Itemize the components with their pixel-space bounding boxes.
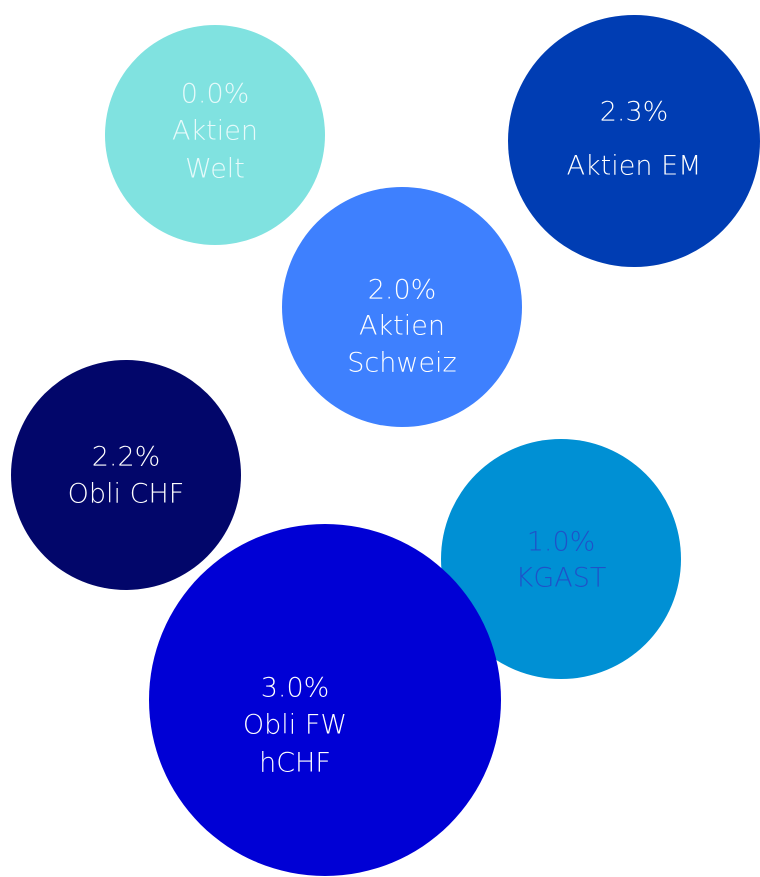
bubble-label: Aktien EM [567,151,702,182]
bubble-value: 2.3% [600,97,669,128]
bubble-label: Aktien [172,116,258,147]
bubble-text: 0.0% Aktien Welt [172,79,258,185]
bubble [105,25,325,245]
bubble-label: Obli FW [243,710,347,741]
bubble-value: 0.0% [181,79,250,110]
bubble [149,524,501,876]
bubble-text: 2.2% Obli CHF [68,442,185,510]
bubble-label: Welt [185,154,245,185]
bubble-text: 2.0% Aktien Schweiz [347,275,456,379]
bubble [441,439,681,679]
bubble [11,360,241,590]
bubble-value: 3.0% [261,673,330,704]
bubble-value: 2.2% [92,442,161,473]
bubble-label: Schweiz [347,348,456,379]
bubble-value: 2.0% [368,275,437,306]
bubble [508,15,760,267]
bubble [282,187,522,427]
bubble-value: 1.0% [527,527,596,558]
bubble-text: 3.0% Obli FW hCHF [243,673,347,779]
bubble-label: KGAST [516,563,607,594]
bubble-text: 1.0% KGAST [516,527,607,594]
bubble-label: hCHF [259,748,331,779]
bubble-text: 2.3% Aktien EM [567,97,702,182]
bubble-label: Obli CHF [68,479,185,510]
bubble-label: Aktien [359,311,445,342]
